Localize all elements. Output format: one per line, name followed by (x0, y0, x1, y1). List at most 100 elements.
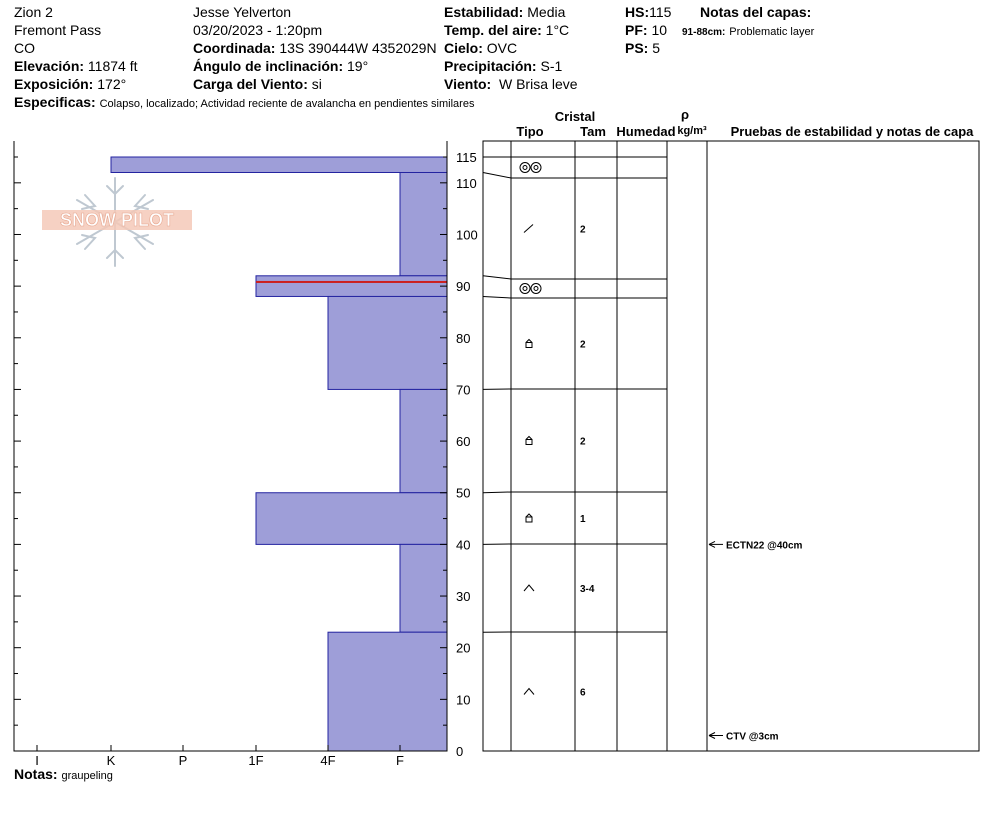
snowpilot-logo: SNOW PILOT (42, 177, 192, 267)
grain-table: 2 2 2 1 3-4 6 (482, 156, 667, 699)
hardness-bar-1 (110, 156, 448, 173)
elevation-row: Elevación: 11874 ft (14, 58, 137, 75)
incline-label: Ángulo de inclinación: (193, 58, 344, 74)
cristal-header: Cristal (555, 109, 595, 124)
hardness-bar-7 (399, 543, 448, 633)
precipitation-particle-icon (519, 162, 542, 173)
grain-size-6: 1 (580, 514, 586, 525)
faceted-crystal-icon (525, 513, 533, 523)
depth-tick-label-100: 100 (456, 227, 478, 242)
specifics-value: Colapso, localizado; Actividad reciente … (99, 98, 475, 110)
area-name: Fremont Pass (14, 22, 102, 38)
logo-text: SNOW PILOT (60, 210, 174, 230)
tipo-header: Tipo (516, 124, 543, 139)
layer-notes-label: Notas del capas: (700, 4, 812, 20)
aspect-label: Exposición: (14, 76, 94, 92)
depth-tick-label-50: 50 (456, 486, 470, 501)
hardness-tick-label-F: F (396, 753, 404, 768)
depth-tick-label-60: 60 (456, 434, 470, 449)
grain-size-4: 2 (580, 340, 586, 351)
aspect-value: 172° (97, 76, 127, 92)
depth-tick-label-110: 110 (456, 176, 477, 191)
precip-value: S-1 (540, 58, 563, 74)
state-name: CO (14, 40, 35, 56)
precip-label: Precipitación: (444, 58, 537, 74)
tests-header: Pruebas de estabilidad y notas de capa (731, 124, 975, 139)
rho-header: ρ (681, 107, 689, 122)
coordinate-value: 13S 390444W 4352029N (279, 40, 437, 56)
grain-size-8: 6 (580, 688, 586, 699)
layer-note-text: Problematic layer (729, 26, 815, 38)
incline-value: 19° (347, 58, 369, 74)
stability-value: Media (527, 4, 566, 20)
specifics-row: Especificas: Colapso, localizado; Activi… (14, 94, 474, 113)
tam-header: Tam (580, 124, 606, 139)
hardness-tick-label-P: P (179, 753, 188, 768)
hardness-bar-4 (327, 295, 448, 390)
hardness-bar-6 (255, 492, 448, 545)
depth-tick-label-20: 20 (456, 641, 470, 656)
observer-name: Jesse Yelverton (193, 4, 292, 20)
elevation-label: Elevación: (14, 58, 85, 74)
depth-connector-2 (482, 172, 512, 179)
depth-tick-label-80: 80 (456, 331, 470, 346)
air-temp-label: Temp. del aire: (444, 22, 542, 38)
decomposed-particle-icon (523, 224, 534, 233)
stability-label: Estabilidad: (444, 4, 524, 20)
wind-row: Viento: W Brisa leve (444, 76, 578, 93)
depth-tick-label-0: 0 (456, 744, 463, 759)
test-label-1: ECTN22 @40cm (726, 540, 803, 551)
hardness-bar-2 (399, 171, 448, 277)
hardness-tick-label-K: K (107, 753, 116, 768)
sky-value: OVC (486, 40, 518, 56)
density-unit-header: kg/m³ (677, 125, 707, 137)
stability-tests: ECTN22 @40cm CTV @3cm (708, 540, 803, 743)
hardness-tick-label-1F: 1F (248, 753, 263, 768)
coordinate-label: Coordinada: (193, 40, 276, 56)
specifics-label: Especificas: (14, 94, 96, 110)
grain-size-5: 2 (580, 437, 586, 448)
site-name: Zion 2 (14, 4, 53, 20)
weak-layer-marker (256, 280, 447, 283)
depth-tick-label-10: 10 (456, 692, 470, 707)
depth-hoar-icon (523, 687, 535, 695)
sky-row: Cielo: OVC (444, 40, 517, 57)
hardness-bar-5 (399, 388, 448, 494)
depth-hoar-icon (523, 584, 535, 592)
faceted-crystal-icon (525, 435, 533, 445)
hardness-tick-label-I: I (35, 753, 39, 768)
depth-tick-label-70: 70 (456, 382, 470, 397)
observation-datetime: 03/20/2023 - 1:20pm (193, 22, 323, 38)
pf-label: PF: (625, 22, 648, 38)
pf-value: 10 (651, 22, 668, 38)
ps-label: PS: (625, 40, 649, 56)
depth-tick-label-115: 115 (456, 150, 477, 165)
sky-label: Cielo: (444, 40, 483, 56)
depth-tick-label-40: 40 (456, 537, 470, 552)
hs-row: HS:115 (625, 4, 671, 21)
precip-row: Precipitación: S-1 (444, 58, 562, 75)
depth-tick-label-90: 90 (456, 279, 470, 294)
grain-size-7: 3-4 (580, 584, 595, 595)
wind-load-label: Carga del Viento: (193, 76, 308, 92)
depth-tick-label-30: 30 (456, 589, 470, 604)
coordinate-row: Coordinada: 13S 390444W 4352029N (193, 40, 437, 57)
hs-label: HS: (625, 4, 650, 20)
layer-note-depth: 91-88cm: (682, 27, 726, 38)
wind-value: W Brisa leve (498, 76, 578, 92)
depth-connector-4 (482, 295, 512, 299)
test-arrow-head-1 (708, 540, 716, 548)
depth-connector-6 (482, 491, 512, 494)
incline-row: Ángulo de inclinación: 19° (193, 58, 368, 75)
air-temp-row: Temp. del aire: 1°C (444, 22, 569, 39)
wind-load-value: si (311, 76, 322, 92)
hardness-axes (13, 141, 448, 752)
air-temp-value: 1°C (545, 22, 570, 38)
elevation-value: 11874 ft (87, 58, 138, 74)
depth-connector-3 (482, 275, 512, 280)
grain-size-2: 2 (580, 225, 586, 236)
humedad-header: Humedad (616, 124, 675, 139)
notes-label: Notas: (14, 766, 58, 782)
layer-note-row: 91-88cm: Problematic layer (682, 22, 814, 41)
